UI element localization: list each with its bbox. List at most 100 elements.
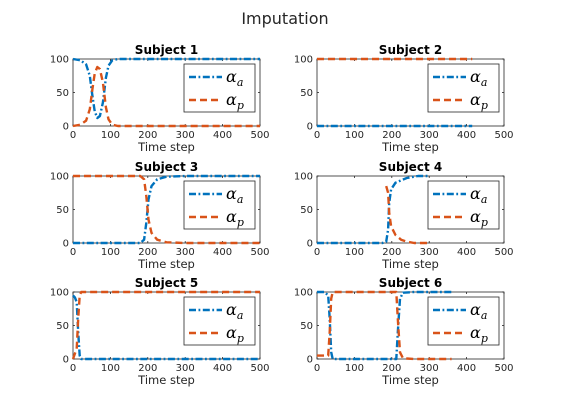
y-tick-label: 50	[56, 321, 69, 332]
y-tick-label: 0	[307, 355, 313, 366]
y-tick-label: 100	[50, 288, 69, 299]
series-line-alpha-a	[317, 290, 452, 361]
x-axis-label: Time step	[137, 373, 195, 387]
y-tick-label: 50	[56, 88, 69, 99]
x-tick-label: 400	[213, 363, 232, 374]
x-tick-label: 400	[457, 130, 476, 141]
y-tick-label: 0	[307, 239, 313, 250]
y-tick-label: 50	[56, 205, 69, 216]
legend-label-subscript: a	[237, 309, 244, 322]
subplot-title: Subject 1	[135, 43, 198, 57]
y-tick-label: 0	[63, 239, 69, 250]
subplot-title: Subject 6	[379, 276, 442, 290]
x-tick-label: 500	[494, 130, 513, 141]
x-tick-label: 300	[176, 247, 195, 258]
x-tick-label: 300	[420, 130, 439, 141]
subplot-5: Subject 5 0 100 200 300 400 500 0 50 100 Time step…	[50, 276, 270, 387]
x-tick-label: 0	[70, 363, 76, 374]
x-tick-label: 500	[494, 363, 513, 374]
legend-label-subscript: a	[481, 309, 488, 322]
x-tick-label: 400	[457, 363, 476, 374]
x-tick-label: 100	[345, 363, 364, 374]
y-tick-label: 100	[294, 288, 313, 299]
x-tick-label: 200	[138, 247, 157, 258]
x-tick-label: 200	[138, 130, 157, 141]
series-line-alpha-a	[73, 174, 260, 245]
legend-label-subscript: p	[481, 332, 488, 345]
legend-box	[427, 296, 500, 346]
x-tick-label: 200	[382, 130, 401, 141]
x-tick-label: 100	[101, 130, 120, 141]
x-tick-label: 500	[250, 247, 269, 258]
x-tick-label: 0	[314, 363, 320, 374]
x-axis-label: Time step	[381, 373, 439, 387]
y-tick-label: 50	[300, 321, 313, 332]
legend-label-subscript: a	[481, 193, 488, 206]
legend-box	[427, 63, 500, 113]
x-tick-label: 0	[70, 247, 76, 258]
x-tick-label: 300	[176, 130, 195, 141]
y-tick-label: 50	[300, 205, 313, 216]
subplot-title: Subject 2	[379, 43, 442, 57]
y-tick-label: 100	[50, 55, 69, 66]
x-axis-label: Time step	[381, 140, 439, 154]
legend-box	[183, 180, 256, 230]
legend-label-subscript: p	[481, 216, 488, 229]
legend-label-subscript: p	[237, 216, 244, 229]
series-line-alpha-p	[71, 290, 260, 360]
legend-label-subscript: a	[237, 193, 244, 206]
y-tick-label: 100	[294, 172, 313, 183]
subplot-title: Subject 5	[135, 276, 198, 290]
x-tick-label: 400	[213, 247, 232, 258]
x-tick-label: 200	[382, 247, 401, 258]
legend-box	[183, 63, 256, 113]
subplot-4: Subject 4 0 100 200 300 400 500 0 50 100 Time step…	[294, 160, 514, 271]
series-line-alpha-a	[317, 174, 430, 245]
x-tick-label: 300	[420, 363, 439, 374]
x-tick-label: 300	[176, 363, 195, 374]
legend-label-subscript: a	[237, 76, 244, 89]
x-tick-label: 200	[382, 363, 401, 374]
y-tick-label: 100	[50, 172, 69, 183]
x-axis-label: Time step	[381, 257, 439, 271]
y-tick-label: 100	[294, 55, 313, 66]
series-line-alpha-p	[385, 185, 430, 245]
x-tick-label: 100	[345, 247, 364, 258]
x-tick-label: 500	[250, 363, 269, 374]
legend-label-subscript: a	[481, 76, 488, 89]
x-tick-label: 100	[345, 130, 364, 141]
legend-label-subscript: p	[237, 99, 244, 112]
y-tick-label: 0	[307, 122, 313, 133]
legend-label-subscript: p	[481, 99, 488, 112]
x-tick-label: 300	[420, 247, 439, 258]
subplot-title: Subject 3	[135, 160, 198, 174]
subplot-1: Subject 1 0 100 200 300 400 500 0 50 100 Time step…	[50, 43, 270, 154]
x-tick-label: 500	[494, 247, 513, 258]
x-tick-label: 500	[250, 130, 269, 141]
figure-title: Imputation	[241, 9, 328, 28]
x-tick-label: 400	[457, 247, 476, 258]
series-line-alpha-p	[73, 174, 260, 245]
x-tick-label: 200	[138, 363, 157, 374]
x-tick-label: 0	[70, 130, 76, 141]
subplot-6: Subject 6 0 100 200 300 400 500 0 50 100 Time step…	[294, 276, 514, 387]
subplot-3: Subject 3 0 100 200 300 400 500 0 50 100 Time step…	[50, 160, 270, 271]
y-tick-label: 0	[63, 122, 69, 133]
x-axis-label: Time step	[137, 257, 195, 271]
legend-label-subscript: p	[237, 332, 244, 345]
x-tick-label: 400	[213, 130, 232, 141]
series-line-alpha-p	[72, 65, 260, 128]
subplot-title: Subject 4	[379, 160, 442, 174]
subplot-2: Subject 2 0 100 200 300 400 500 0 50 100 Time step…	[294, 43, 514, 154]
legend-box	[183, 296, 256, 346]
x-tick-label: 100	[101, 363, 120, 374]
x-axis-label: Time step	[137, 140, 195, 154]
